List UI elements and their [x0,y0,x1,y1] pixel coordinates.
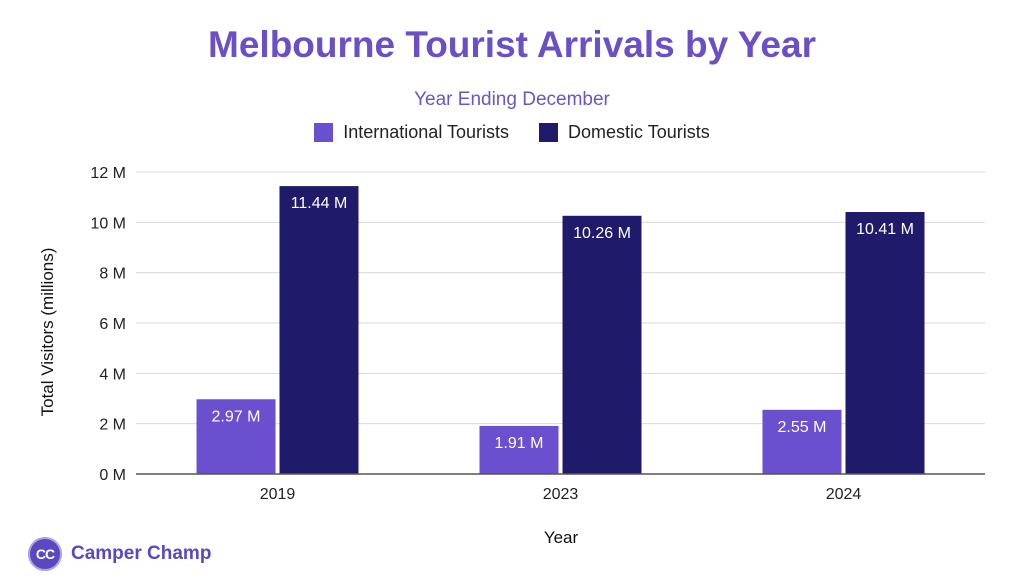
chart-title: Melbourne Tourist Arrivals by Year [208,24,816,65]
data-label-international-2023: 1.91 M [495,435,544,452]
data-label-domestic-2023: 10.26 M [573,225,631,242]
brand-name: Camper Champ [71,543,212,564]
brand-logo: CC Camper Champ [28,537,211,571]
bar-international-2019 [196,399,276,474]
legend-item-international: International Tourists [314,122,509,143]
y-tick-label: 8 M [99,266,126,283]
legend-item-domestic: Domestic Tourists [539,122,710,143]
bar-domestic-2023 [562,215,642,475]
x-tick-label: 2024 [826,486,862,503]
legend-label-domestic: Domestic Tourists [568,122,710,142]
bar-domestic-2024 [845,212,925,474]
y-tick-label: 6 M [99,316,126,333]
data-label-domestic-2019: 11.44 M [291,195,348,212]
x-tick-label: 2023 [543,486,579,503]
y-tick-label: 10 M [90,215,126,232]
data-label-international-2019: 2.97 M [212,408,261,425]
legend-swatch-international [314,123,334,142]
cc-logo-icon: CC [28,537,62,571]
y-axis-label: Total Visitors (millions) [38,247,57,417]
legend-label-international: International Tourists [343,122,510,142]
chart-subtitle: Year Ending December [414,89,610,110]
legend-swatch-domestic [539,123,559,142]
x-axis-label: Year [543,528,579,547]
legend: International Tourists Domestic Tourists [0,122,1024,143]
x-tick-label: 2019 [260,486,296,503]
bar-domestic-2019 [279,186,359,475]
y-tick-label: 2 M [99,417,126,434]
bar-international-2023 [479,425,559,474]
y-tick-label: 4 M [99,366,126,383]
bar-international-2024 [762,409,842,474]
data-label-domestic-2024: 10.41 M [856,221,914,238]
y-tick-label: 12 M [90,165,126,182]
y-tick-label: 0 M [99,467,126,484]
data-label-international-2024: 2.55 M [778,419,827,436]
